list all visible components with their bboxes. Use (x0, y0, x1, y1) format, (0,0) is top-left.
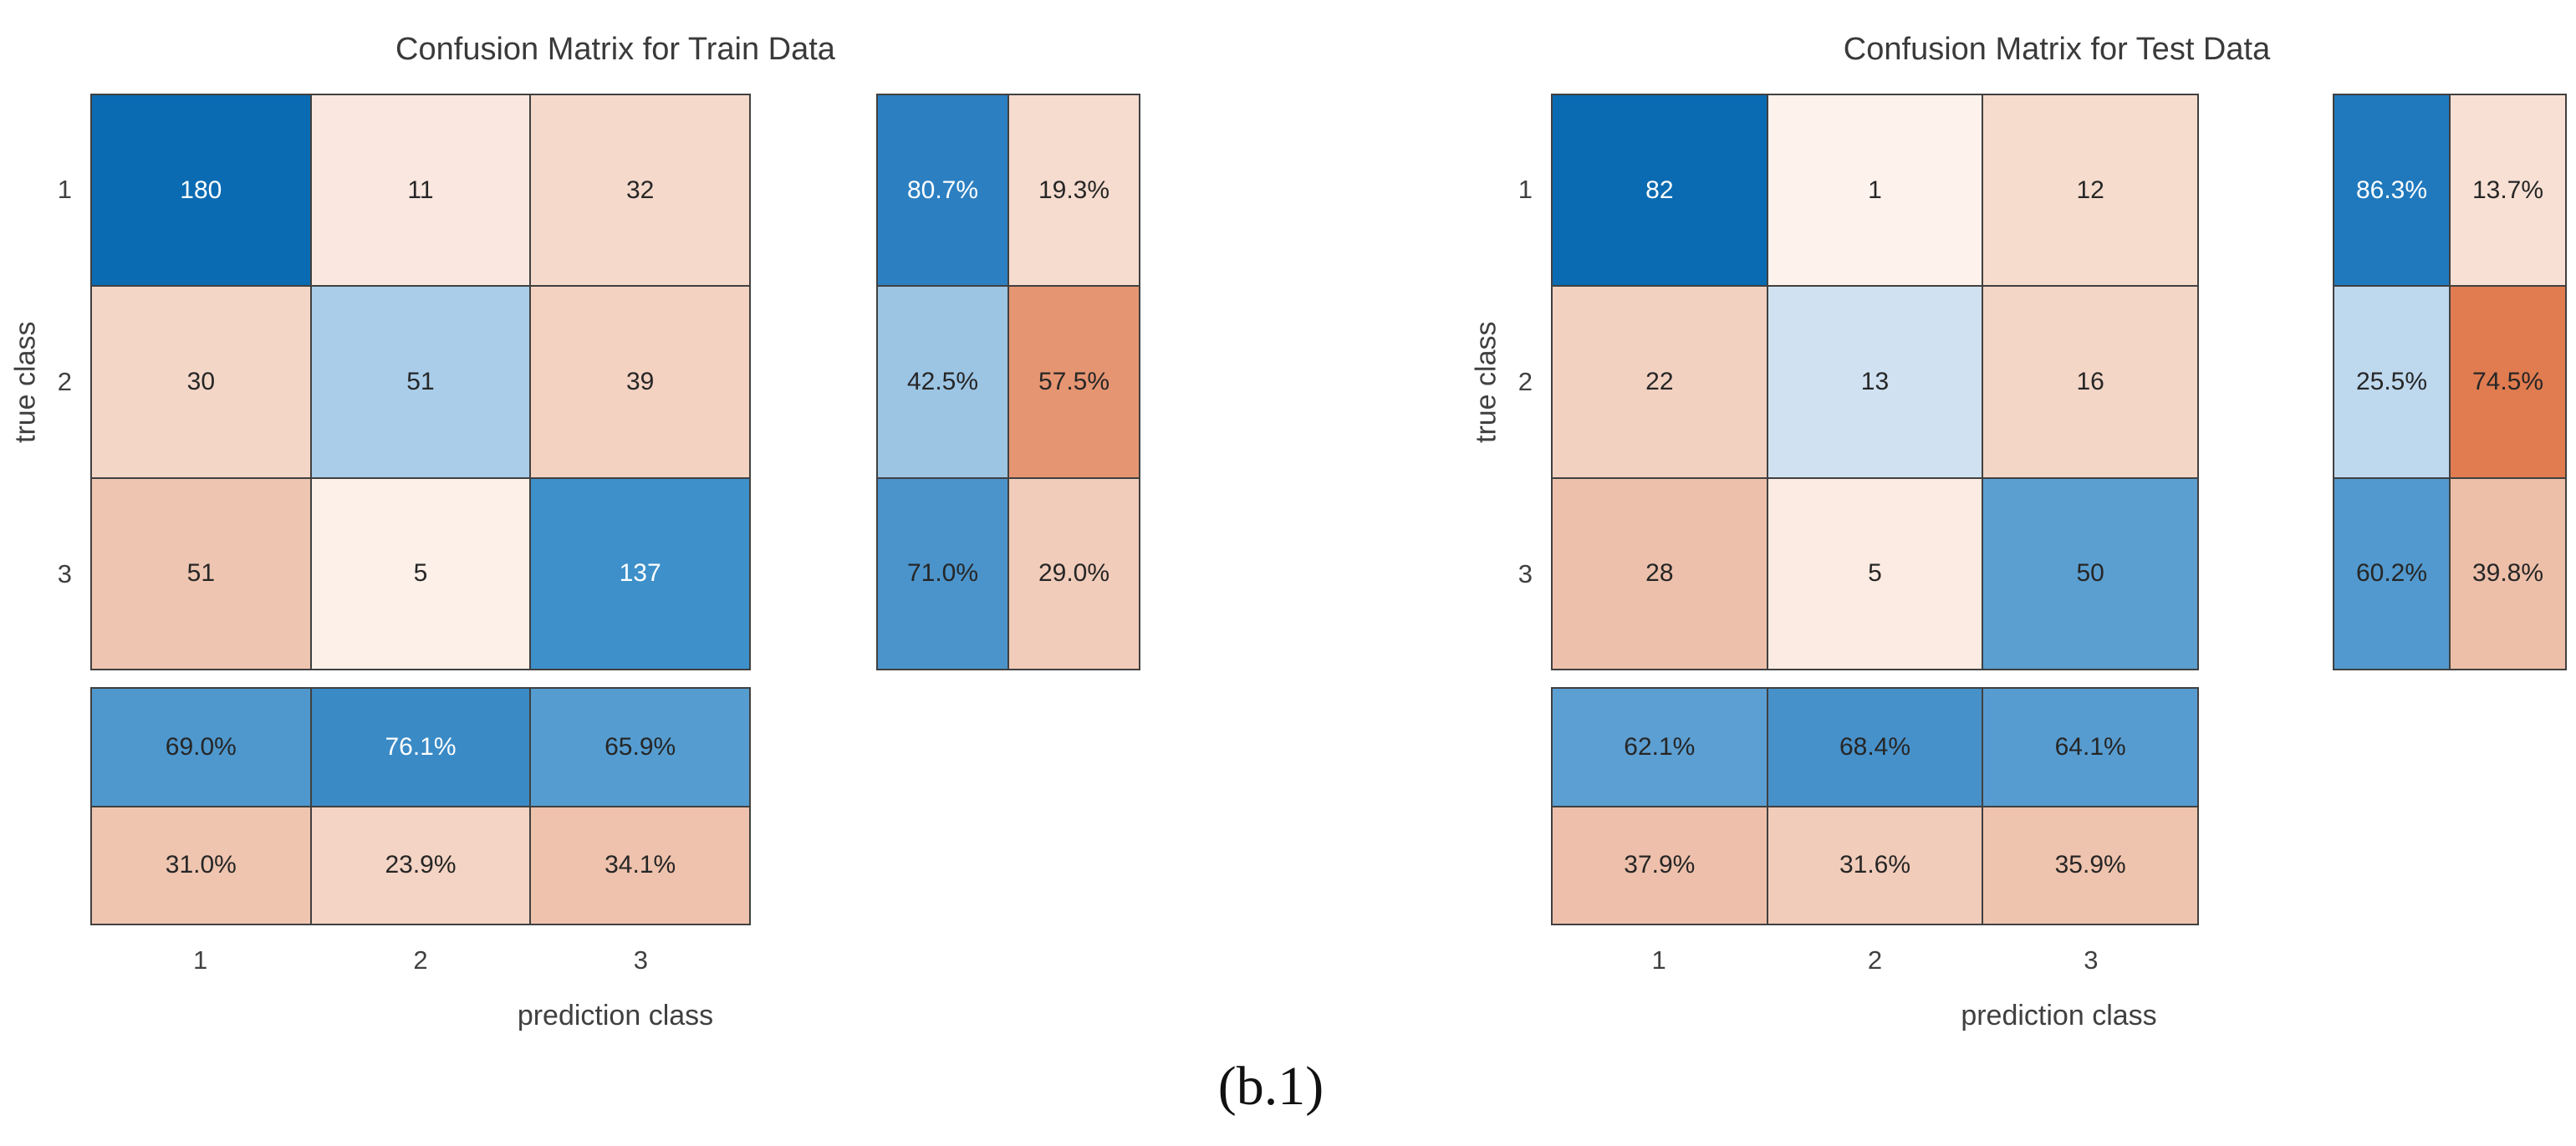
x-tick-label: 2 (1867, 945, 1883, 975)
x-tick-label: 3 (633, 945, 648, 975)
row-summary-cell: 60.2% (2334, 477, 2450, 670)
row-summary-cell: 74.5% (2450, 286, 2566, 478)
matrix-cell: 30 (91, 286, 311, 478)
chart-title: Confusion Matrix for Test Data (1843, 32, 2271, 67)
column-summary-cell: 31.0% (91, 806, 311, 924)
matrix-cell: 50 (1982, 477, 2198, 670)
matrix-cell: 39 (530, 286, 750, 478)
column-summary-cell: 69.0% (91, 688, 311, 807)
x-tick-label: 3 (2084, 945, 2099, 975)
column-summary-cell: 76.1% (310, 688, 531, 807)
chart-title: Confusion Matrix for Train Data (395, 32, 835, 67)
y-tick-label: 3 (57, 559, 72, 588)
column-summary-grid: 69.0% 76.1% 65.9% 31.0% 23.9% 34.1% (90, 687, 751, 925)
matrix-cell: 82 (1552, 94, 1767, 287)
matrix-cell: 1 (1767, 94, 1983, 287)
row-summary-cell: 13.7% (2450, 94, 2566, 287)
x-tick-label: 1 (193, 945, 208, 975)
matrix-cell: 5 (310, 477, 531, 670)
matrix-cell: 137 (530, 477, 750, 670)
matrix-cell: 5 (1767, 477, 1983, 670)
y-tick-label: 2 (1518, 367, 1533, 396)
y-tick-labels: 1 2 3 (1506, 94, 1543, 670)
matrix-cell: 51 (91, 477, 311, 670)
column-summary-cell: 68.4% (1767, 688, 1983, 807)
row-summary-grid: 86.3% 13.7% 25.5% 74.5% 60.2% 39.8% (2333, 94, 2567, 670)
matrix-cell: 13 (1767, 286, 1983, 478)
row-summary-cell: 57.5% (1008, 286, 1140, 478)
row-summary-cell: 19.3% (1008, 94, 1140, 287)
column-summary-cell: 23.9% (310, 806, 531, 924)
matrix-cell: 11 (310, 94, 531, 287)
x-axis-label: prediction class (517, 1000, 714, 1031)
test-confusion-panel: Confusion Matrix for Test Data true clas… (1288, 0, 2576, 1146)
row-summary-cell: 29.0% (1008, 477, 1140, 670)
y-tick-label: 3 (1518, 559, 1533, 588)
x-tick-labels: 1 2 3 (1551, 936, 2199, 985)
column-summary-cell: 35.9% (1982, 806, 2198, 924)
row-summary-cell: 25.5% (2334, 286, 2450, 478)
column-summary-grid: 62.1% 68.4% 64.1% 37.9% 31.6% 35.9% (1551, 687, 2199, 925)
column-summary-cell: 65.9% (530, 688, 750, 807)
column-summary-cell: 34.1% (530, 806, 750, 924)
train-confusion-panel: Confusion Matrix for Train Data true cla… (9, 32, 1140, 1031)
column-summary-cell: 37.9% (1552, 806, 1767, 924)
matrix-cell: 51 (310, 286, 531, 478)
confusion-matrix-grid: 180 11 32 30 51 39 51 5 137 (90, 94, 751, 670)
x-tick-label: 1 (1651, 945, 1666, 975)
matrix-cell: 22 (1552, 286, 1767, 478)
row-summary-cell: 39.8% (2450, 477, 2566, 670)
y-tick-label: 1 (1518, 175, 1533, 204)
row-summary-cell: 71.0% (877, 477, 1008, 670)
column-summary-cell: 31.6% (1767, 806, 1983, 924)
x-axis-label: prediction class (1961, 1000, 2157, 1031)
x-tick-labels: 1 2 3 (90, 936, 751, 985)
row-summary-cell: 80.7% (877, 94, 1008, 287)
matrix-cell: 32 (530, 94, 750, 287)
row-summary-cell: 42.5% (877, 286, 1008, 478)
figure-caption: (b.1) (1217, 1056, 1324, 1117)
x-tick-label: 2 (413, 945, 428, 975)
matrix-cell: 28 (1552, 477, 1767, 670)
y-tick-label: 1 (57, 175, 72, 204)
y-tick-label: 2 (57, 367, 72, 396)
matrix-cell: 180 (91, 94, 311, 287)
y-axis-label: true class (9, 321, 42, 443)
matrix-cell: 12 (1982, 94, 2198, 287)
y-axis-label: true class (1470, 321, 1502, 443)
matrix-cell: 16 (1982, 286, 2198, 478)
column-summary-cell: 62.1% (1552, 688, 1767, 807)
row-summary-cell: 86.3% (2334, 94, 2450, 287)
row-summary-grid: 80.7% 19.3% 42.5% 57.5% 71.0% 29.0% (876, 94, 1140, 670)
confusion-matrix-grid: 82 1 12 22 13 16 28 5 50 (1551, 94, 2199, 670)
column-summary-cell: 64.1% (1982, 688, 2198, 807)
y-tick-labels: 1 2 3 (45, 94, 82, 670)
